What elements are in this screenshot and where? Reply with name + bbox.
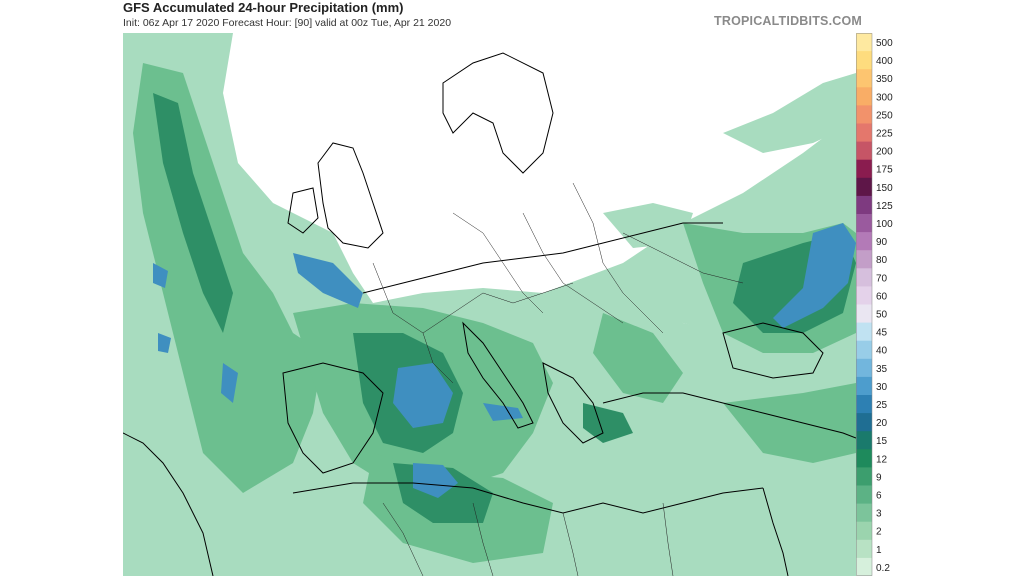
colorbar-swatch xyxy=(856,485,872,505)
colorbar-label: 300 xyxy=(876,92,893,103)
colorbar-swatch xyxy=(856,51,872,70)
country-borders xyxy=(372,182,744,576)
colorbar-label: 30 xyxy=(876,382,888,393)
colorbar-label: 500 xyxy=(876,38,893,49)
colorbar-label: 45 xyxy=(876,328,888,339)
colorbar-swatch xyxy=(856,232,872,251)
colorbar-swatch xyxy=(856,250,872,269)
colorbar-label: 200 xyxy=(876,147,893,158)
colorbar-label: 3 xyxy=(876,509,882,520)
colorbar-swatch xyxy=(856,69,872,88)
forecast-info: Init: 06z Apr 17 2020 Forecast Hour: [90… xyxy=(123,17,452,29)
site-watermark: TROPICALTIDBITS.COM xyxy=(714,14,863,28)
colorbar-label: 400 xyxy=(876,56,893,67)
colorbar-swatch xyxy=(856,159,872,179)
colorbar-swatch xyxy=(856,521,872,541)
colorbar-label: 80 xyxy=(876,255,888,266)
colorbar-label: 100 xyxy=(876,219,893,230)
colorbar-label: 70 xyxy=(876,273,888,284)
colorbar-swatch xyxy=(856,123,872,143)
colorbar-label: 350 xyxy=(876,74,893,85)
colorbar-swatch xyxy=(856,340,872,360)
colorbar-swatch xyxy=(856,33,872,52)
colorbar-label: 90 xyxy=(876,237,888,248)
colorbar-swatch xyxy=(856,557,872,576)
colorbar-label: 2 xyxy=(876,527,882,538)
colorbar-swatch xyxy=(856,304,872,324)
colorbar-swatch xyxy=(856,105,872,124)
colorbar-swatch xyxy=(856,376,872,396)
colorbar-swatch xyxy=(856,214,872,233)
precipitation-colorbar: 5004003503002502252001751501251009080706… xyxy=(856,33,893,576)
colorbar-swatch xyxy=(856,177,872,197)
colorbar-label: 20 xyxy=(876,418,888,429)
colorbar-swatch xyxy=(856,286,872,305)
colorbar-swatch xyxy=(856,413,872,432)
colorbar-swatch xyxy=(856,358,872,378)
colorbar-swatch xyxy=(856,141,872,161)
colorbar-label: 1 xyxy=(876,545,882,556)
colorbar-label: 35 xyxy=(876,364,888,375)
colorbar-swatch xyxy=(856,503,872,523)
colorbar-label: 25 xyxy=(876,400,888,411)
colorbar-swatch xyxy=(856,449,872,468)
colorbar-label: 50 xyxy=(876,310,888,321)
colorbar-swatch xyxy=(856,268,872,287)
colorbar-label: 9 xyxy=(876,472,882,483)
colorbar-swatch xyxy=(856,395,872,414)
colorbar-label: 125 xyxy=(876,201,893,212)
precip-heavy-layer xyxy=(153,223,856,498)
colorbar-label: 250 xyxy=(876,110,893,121)
colorbar-swatch xyxy=(856,322,872,342)
colorbar-swatch xyxy=(856,431,872,450)
colorbar-label: 15 xyxy=(876,436,888,447)
colorbar-label: 12 xyxy=(876,454,888,465)
colorbar-label: 0.2 xyxy=(876,563,890,574)
precipitation-map xyxy=(123,33,856,576)
colorbar-label: 175 xyxy=(876,165,893,176)
colorbar-label: 150 xyxy=(876,183,893,194)
map-title: GFS Accumulated 24-hour Precipitation (m… xyxy=(123,0,404,15)
colorbar-label: 60 xyxy=(876,291,888,302)
colorbar-swatch xyxy=(856,467,872,486)
colorbar-swatch xyxy=(856,195,872,215)
colorbar-label: 40 xyxy=(876,346,888,357)
colorbar-swatch xyxy=(856,539,872,559)
colorbar-swatch xyxy=(856,87,872,106)
colorbar-label: 225 xyxy=(876,129,893,140)
colorbar-label: 6 xyxy=(876,491,882,502)
